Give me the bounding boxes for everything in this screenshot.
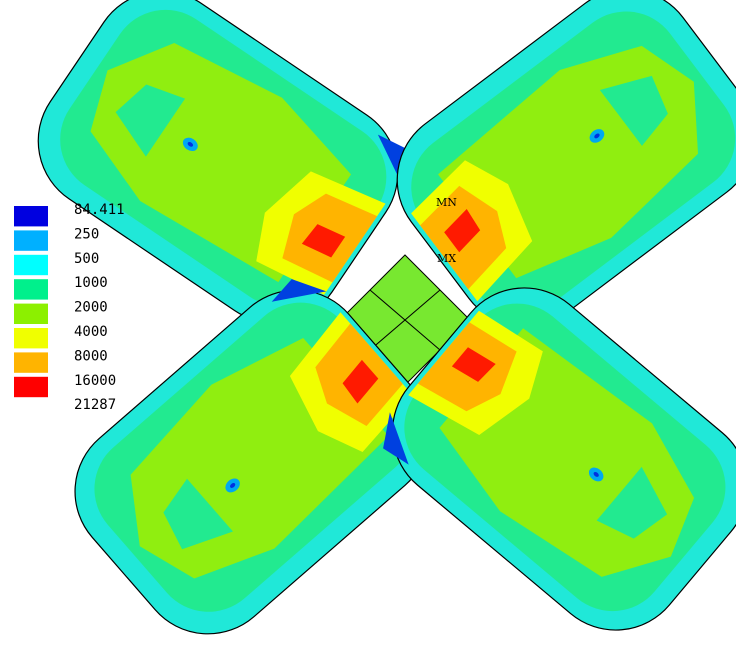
legend: 84.411 250 500 1000 2000 4000 8000 16000 21287	[14, 202, 125, 413]
legend-label: 1000	[74, 275, 108, 291]
legend-swatch	[14, 328, 48, 348]
max-marker: MX	[437, 252, 456, 265]
legend-label: 250	[74, 226, 99, 242]
legend-label: 2000	[74, 300, 108, 316]
legend-swatch	[14, 377, 48, 397]
legend-label: 84.411	[74, 202, 125, 218]
legend-swatch	[14, 279, 48, 299]
contour-plot: MN MX 84.411 250 500 1000 2000 4000 8000 16000 2…	[0, 0, 736, 650]
legend-swatch	[14, 255, 48, 275]
legend-swatch	[14, 304, 48, 324]
legend-swatch	[14, 230, 48, 250]
min-marker: MN	[436, 196, 457, 209]
legend-swatch	[14, 206, 48, 226]
legend-label: 8000	[74, 348, 108, 364]
legend-label: 16000	[74, 373, 116, 389]
legend-label: 21287	[74, 397, 116, 413]
legend-swatch	[14, 352, 48, 372]
legend-label: 500	[74, 251, 99, 267]
legend-label: 4000	[74, 324, 108, 340]
